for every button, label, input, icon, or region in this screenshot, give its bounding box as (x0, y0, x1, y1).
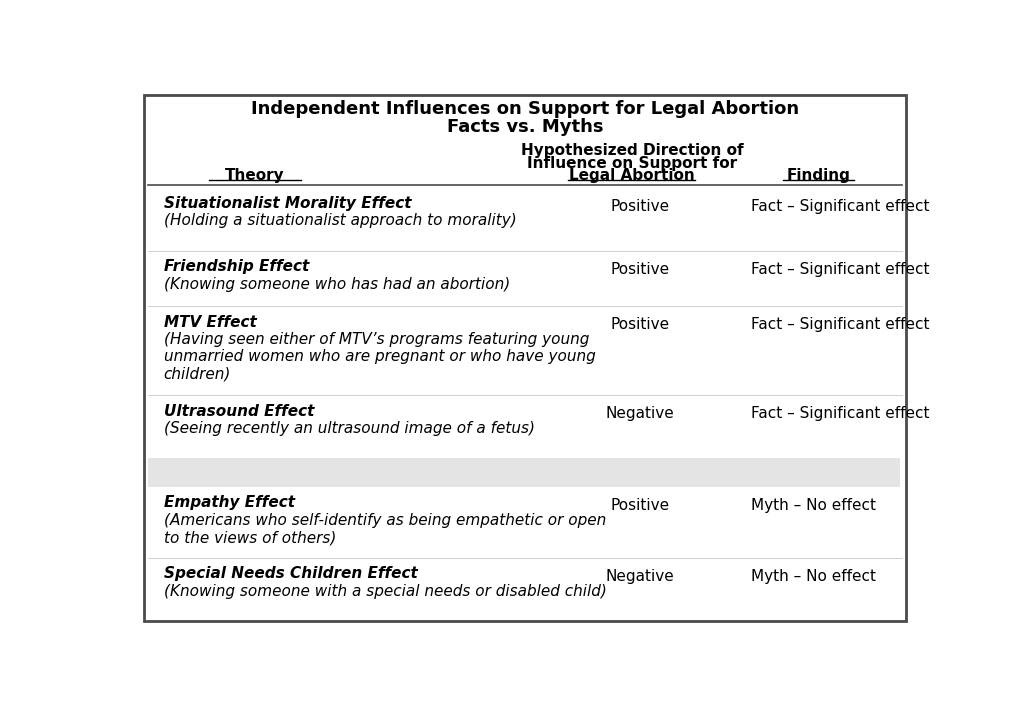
Text: Positive: Positive (610, 498, 670, 513)
Text: (Knowing someone who has had an abortion): (Knowing someone who has had an abortion… (164, 277, 510, 291)
Text: Situationalist Morality Effect: Situationalist Morality Effect (164, 196, 412, 211)
Text: Legal Abortion: Legal Abortion (569, 168, 695, 183)
Text: Finding: Finding (786, 168, 850, 183)
Text: to the views of others): to the views of others) (164, 530, 336, 545)
Text: (Knowing someone with a special needs or disabled child): (Knowing someone with a special needs or… (164, 584, 606, 598)
Text: Theory: Theory (225, 168, 285, 183)
Text: unmarried women who are pregnant or who have young: unmarried women who are pregnant or who … (164, 349, 596, 364)
Text: (Americans who self-identify as being empathetic or open: (Americans who self-identify as being em… (164, 513, 606, 528)
Text: Negative: Negative (605, 406, 674, 421)
Text: MTV Effect: MTV Effect (164, 315, 256, 329)
Text: Friendship Effect: Friendship Effect (164, 259, 309, 275)
Text: Myth – No effect: Myth – No effect (751, 498, 876, 513)
Text: (Having seen either of MTV’s programs featuring young: (Having seen either of MTV’s programs fe… (164, 332, 589, 347)
Text: Positive: Positive (610, 199, 670, 214)
Text: children): children) (164, 367, 231, 382)
FancyBboxPatch shape (143, 95, 905, 621)
Text: Positive: Positive (610, 318, 670, 332)
FancyBboxPatch shape (147, 458, 900, 486)
Text: Negative: Negative (605, 569, 674, 584)
Text: Fact – Significant effect: Fact – Significant effect (751, 318, 930, 332)
Text: Ultrasound Effect: Ultrasound Effect (164, 403, 314, 418)
Text: Independent Influences on Support for Legal Abortion: Independent Influences on Support for Le… (251, 100, 799, 118)
Text: (Seeing recently an ultrasound image of a fetus): (Seeing recently an ultrasound image of … (164, 421, 535, 436)
Text: Fact – Significant effect: Fact – Significant effect (751, 262, 930, 277)
Text: Facts vs. Myths: Facts vs. Myths (446, 118, 603, 136)
Text: Positive: Positive (610, 262, 670, 277)
Text: (Holding a situationalist approach to morality): (Holding a situationalist approach to mo… (164, 213, 516, 229)
Text: Empathy Effect: Empathy Effect (164, 496, 295, 510)
Text: Fact – Significant effect: Fact – Significant effect (751, 199, 930, 214)
Text: Fact – Significant effect: Fact – Significant effect (751, 406, 930, 421)
Text: Influence on Support for: Influence on Support for (527, 156, 737, 170)
Text: Hypothesized Direction of: Hypothesized Direction of (520, 143, 743, 158)
Text: Myth – No effect: Myth – No effect (751, 569, 876, 584)
Text: Special Needs Children Effect: Special Needs Children Effect (164, 567, 418, 582)
